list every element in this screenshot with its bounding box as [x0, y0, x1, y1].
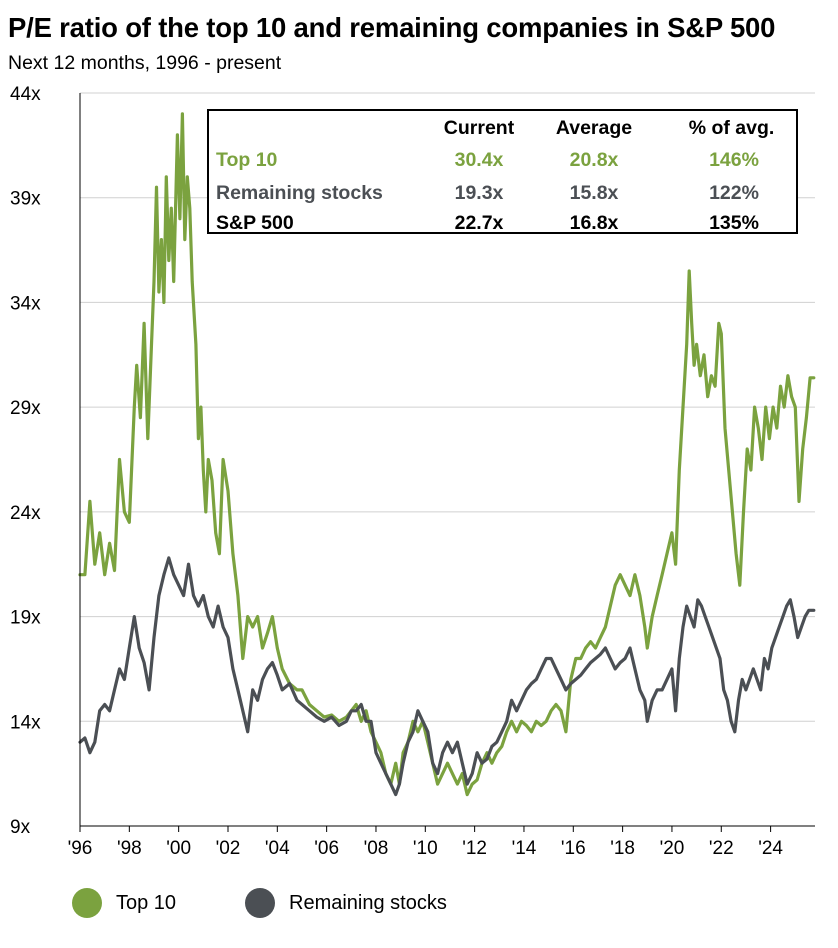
x-tick-label: '06	[314, 838, 339, 859]
x-tick-label: '12	[462, 838, 487, 859]
x-tick-label: '04	[265, 838, 290, 859]
y-tick-label: 34x	[10, 293, 41, 314]
series-line-remaining-stocks	[78, 556, 816, 797]
table-row-remaining-average: 15.8x	[569, 182, 619, 204]
table-header-average: Average	[555, 117, 633, 139]
series-line-top10	[78, 112, 816, 797]
chart-subtitle: Next 12 months, 1996 - present	[8, 52, 282, 74]
legend-label-top10: Top 10	[116, 891, 177, 914]
x-tick-label: '10	[413, 838, 438, 859]
table-row-sp500-average: 16.8x	[569, 212, 619, 234]
y-tick-label: 39x	[10, 189, 41, 210]
table-row-remaining-label: Remaining stocks	[216, 182, 383, 204]
y-tick-label: 14x	[10, 712, 41, 733]
x-tick-label: '96	[68, 838, 93, 859]
x-tick-label: '22	[709, 838, 734, 859]
table-row-top10-current: 30.4x	[454, 149, 504, 171]
table-row-sp500-current: 22.7x	[454, 212, 504, 234]
table-row-remaining-current: 19.3x	[454, 182, 504, 204]
legend-label-remaining: Remaining stocks	[289, 891, 447, 914]
x-tick-label: '02	[216, 838, 241, 859]
legend-item-remaining: Remaining stocks	[245, 888, 447, 918]
chart-legend: Top 10 Remaining stocks	[0, 888, 838, 928]
table-header-pct-of-avg: % of avg.	[688, 117, 775, 139]
legend-item-top10: Top 10	[72, 888, 176, 918]
y-tick-label: 44x	[10, 84, 41, 105]
table-row-top10-average: 20.8x	[569, 149, 619, 171]
x-tick-label: '98	[117, 838, 142, 859]
table-header-current: Current	[443, 117, 515, 139]
chart-title: P/E ratio of the top 10 and remaining co…	[8, 12, 776, 43]
legend-swatch-remaining	[245, 888, 275, 918]
table-row-remaining-pct: 122%	[709, 182, 759, 204]
x-tick-label: '16	[561, 838, 586, 859]
legend-swatch-top10	[72, 888, 102, 918]
x-tick-label: '24	[758, 838, 783, 859]
x-tick-label: '20	[660, 838, 685, 859]
x-tick-label: '08	[364, 838, 389, 859]
summary-table: Current Average % of avg. Top 10 30.4x 2…	[207, 109, 798, 234]
table-row-sp500-label: S&P 500	[216, 212, 294, 234]
table-row-sp500-pct: 135%	[709, 212, 759, 234]
table-row-top10-pct: 146%	[709, 149, 759, 171]
y-tick-label: 29x	[10, 398, 41, 419]
x-tick-label: '14	[512, 838, 537, 859]
table-row-top10-label: Top 10	[216, 149, 278, 171]
y-tick-label: 19x	[10, 608, 41, 629]
y-tick-label: 24x	[10, 503, 41, 524]
y-tick-label: 9x	[10, 817, 31, 838]
x-tick-label: '18	[610, 838, 635, 859]
x-tick-label: '00	[166, 838, 191, 859]
